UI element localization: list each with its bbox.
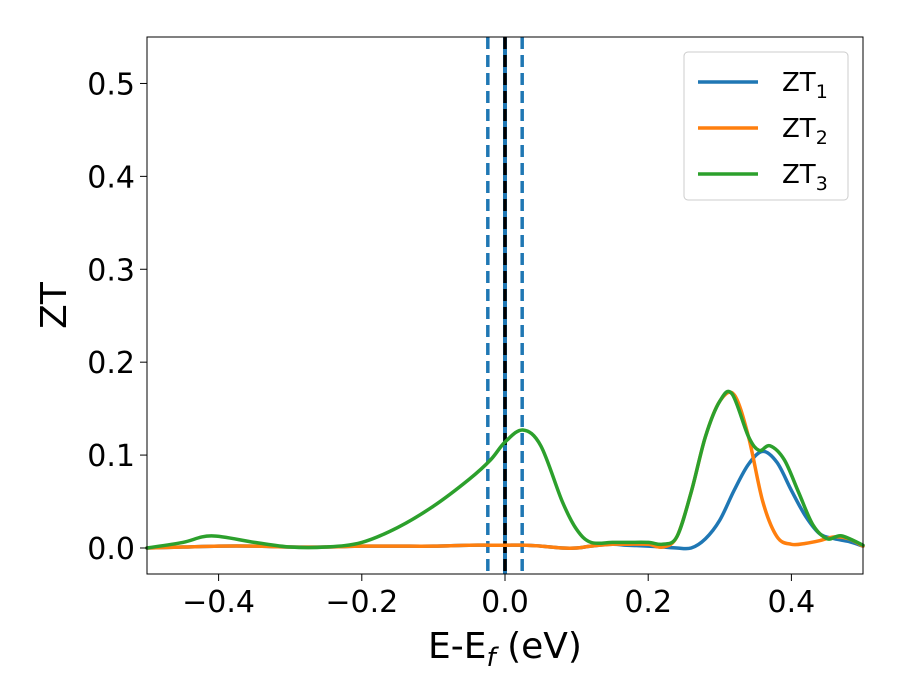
x-axis-label: E-Ef (eV)	[428, 626, 582, 673]
x-axis-label-unit: (eV)	[496, 626, 582, 667]
legend: ZT1 ZT2 ZT3	[683, 51, 849, 201]
reference-lines	[486, 37, 524, 574]
y-tick-label: 0.4	[87, 160, 135, 195]
y-axis-ticks: 0.0 0.1 0.2 0.3 0.4 0.5	[87, 67, 147, 567]
y-tick-label: 0.2	[87, 346, 135, 381]
legend-label-zt1: ZT1	[782, 68, 828, 103]
y-tick-label: 0.0	[87, 532, 135, 567]
y-axis-label: ZT	[34, 281, 75, 329]
y-tick-label: 0.5	[87, 67, 135, 102]
series-lines	[145, 389, 865, 551]
series-line-zt3	[145, 389, 865, 550]
series-line-zt2	[145, 390, 865, 550]
x-tick-label: 0.2	[624, 585, 672, 620]
y-tick-label: 0.1	[87, 439, 135, 474]
legend-label-zt2: ZT2	[782, 114, 828, 149]
x-tick-label: −0.4	[182, 585, 255, 620]
x-tick-label: 0.4	[768, 585, 816, 620]
legend-label-zt3: ZT3	[782, 160, 828, 195]
y-tick-label: 0.3	[87, 253, 135, 288]
x-axis-ticks: −0.4 −0.2 0.0 0.2 0.4	[182, 574, 815, 620]
legend-box	[683, 51, 849, 201]
x-tick-label: 0.0	[481, 585, 529, 620]
x-tick-label: −0.2	[325, 585, 398, 620]
x-axis-label-main: E-E	[428, 626, 486, 667]
